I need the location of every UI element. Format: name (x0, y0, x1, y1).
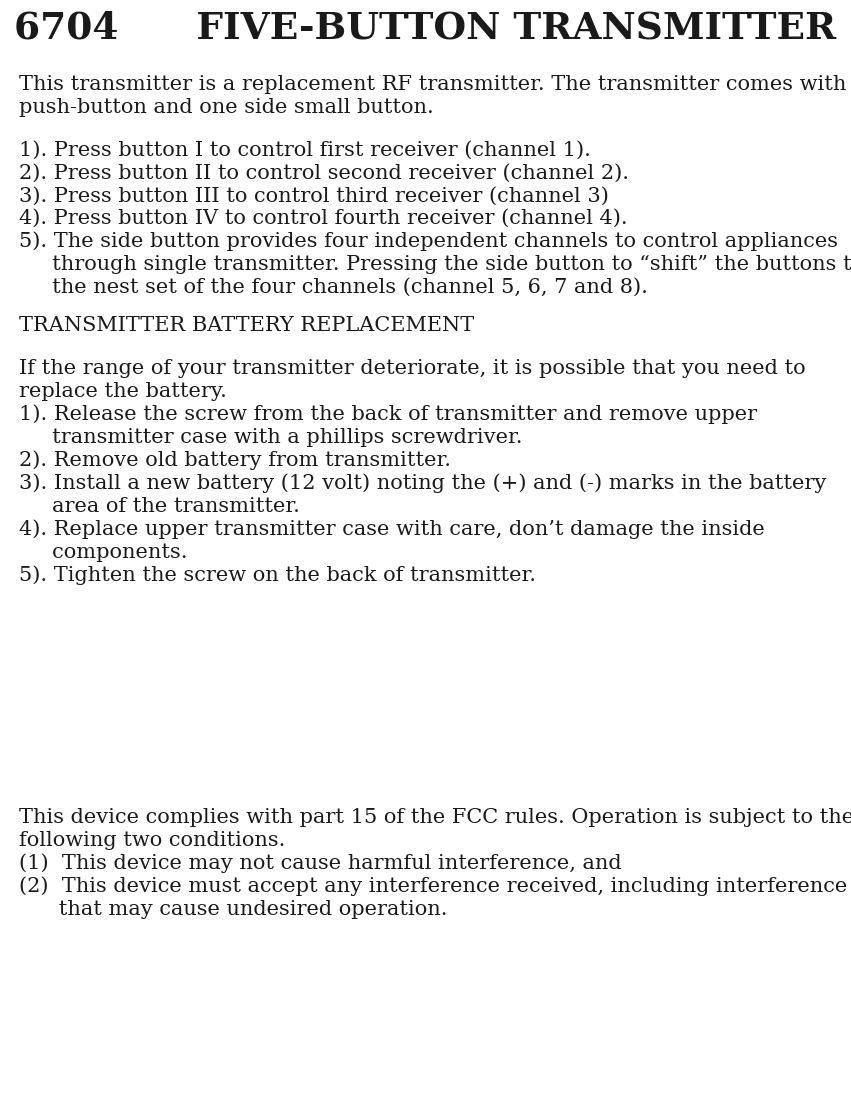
Text: 4). Replace upper transmitter case with care, don’t damage the inside: 4). Replace upper transmitter case with … (19, 520, 764, 539)
Text: This transmitter is a replacement RF transmitter. The transmitter comes with 4: This transmitter is a replacement RF tra… (19, 74, 851, 94)
Text: area of the transmitter.: area of the transmitter. (19, 497, 300, 516)
Text: This device complies with part 15 of the FCC rules. Operation is subject to the: This device complies with part 15 of the… (19, 807, 851, 827)
Text: TRANSMITTER BATTERY REPLACEMENT: TRANSMITTER BATTERY REPLACEMENT (19, 316, 474, 336)
Text: If the range of your transmitter deteriorate, it is possible that you need to: If the range of your transmitter deterio… (19, 359, 805, 379)
Text: (2)  This device must accept any interference received, including interference: (2) This device must accept any interfer… (19, 876, 847, 896)
Text: through single transmitter. Pressing the side button to “shift” the buttons to: through single transmitter. Pressing the… (19, 255, 851, 275)
Text: push-button and one side small button.: push-button and one side small button. (19, 97, 433, 117)
Text: 1). Release the screw from the back of transmitter and remove upper: 1). Release the screw from the back of t… (19, 405, 757, 424)
Text: following two conditions.: following two conditions. (19, 830, 285, 850)
Text: (1)  This device may not cause harmful interference, and: (1) This device may not cause harmful in… (19, 853, 621, 873)
Text: 3). Install a new battery (12 volt) noting the (+) and (-) marks in the battery: 3). Install a new battery (12 volt) noti… (19, 474, 826, 493)
Text: the nest set of the four channels (channel 5, 6, 7 and 8).: the nest set of the four channels (chann… (19, 278, 648, 298)
Text: components.: components. (19, 543, 187, 562)
Text: replace the battery.: replace the battery. (19, 382, 226, 401)
Text: 2). Remove old battery from transmitter.: 2). Remove old battery from transmitter. (19, 451, 451, 470)
Text: 4). Press button IV to control fourth receiver (channel 4).: 4). Press button IV to control fourth re… (19, 209, 627, 229)
Text: 5). Tighten the screw on the back of transmitter.: 5). Tighten the screw on the back of tra… (19, 566, 536, 585)
Text: 2). Press button II to control second receiver (channel 2).: 2). Press button II to control second re… (19, 163, 629, 183)
Text: transmitter case with a phillips screwdriver.: transmitter case with a phillips screwdr… (19, 428, 523, 447)
Text: 3). Press button III to control third receiver (channel 3): 3). Press button III to control third re… (19, 186, 608, 206)
Text: 1). Press button I to control first receiver (channel 1).: 1). Press button I to control first rece… (19, 140, 591, 160)
Text: 6704      FIVE-BUTTON TRANSMITTER: 6704 FIVE-BUTTON TRANSMITTER (14, 9, 837, 46)
Text: 5). The side button provides four independent channels to control appliances: 5). The side button provides four indepe… (19, 232, 837, 252)
Text: that may cause undesired operation.: that may cause undesired operation. (19, 899, 448, 919)
